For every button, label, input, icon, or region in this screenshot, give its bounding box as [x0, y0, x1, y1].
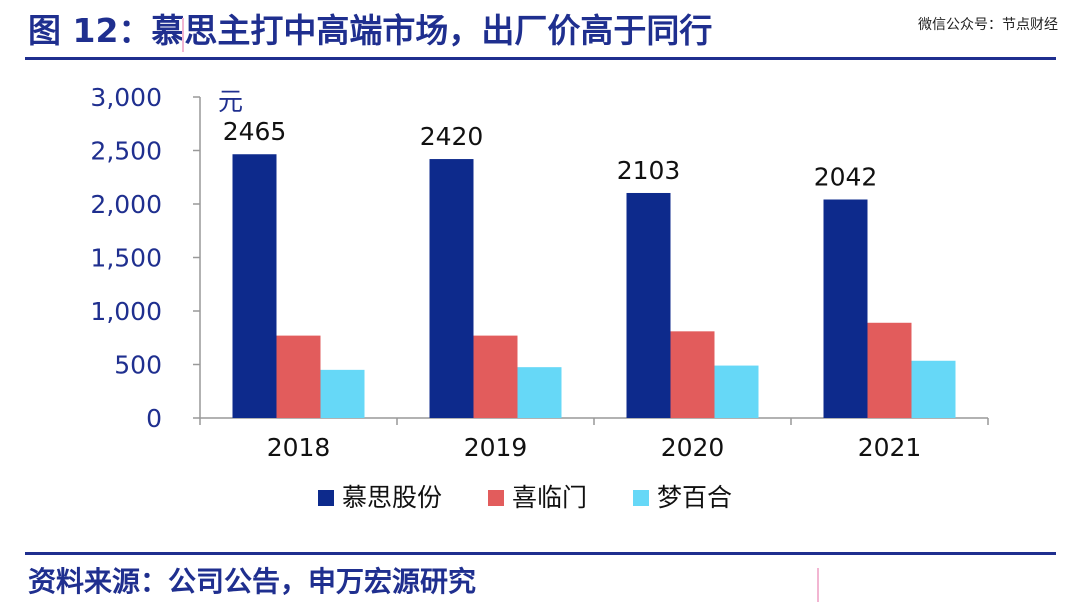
y-tick-label: 1,000: [90, 297, 162, 326]
data-label: 2465: [223, 117, 287, 146]
x-tick-label: 2020: [661, 433, 725, 462]
y-tick-label: 2,000: [90, 190, 162, 219]
y-tick-label: 0: [146, 404, 162, 433]
bar-慕思股份-2021: [823, 199, 868, 418]
data-label: 2042: [814, 163, 878, 192]
y-tick-label: 1,500: [90, 244, 162, 273]
footer-divider: [25, 552, 1056, 555]
bar-梦百合-2021: [911, 360, 956, 418]
bar-喜临门-2021: [867, 322, 912, 418]
watermark: 微信公众号：节点财经: [918, 17, 1058, 33]
figure-number: 图 12：: [28, 11, 152, 50]
edit-cursor-mark: [182, 18, 184, 52]
y-tick-label: 2,500: [90, 137, 162, 166]
bar-慕思股份-2019: [429, 159, 474, 418]
source-note: 资料来源：公司公告，申万宏源研究: [28, 565, 477, 598]
bar-喜临门-2020: [670, 331, 715, 418]
legend-swatch: [488, 490, 504, 506]
data-label: 2103: [617, 156, 681, 185]
title-divider: [25, 57, 1056, 60]
y-tick-label: 3,000: [90, 83, 162, 112]
x-tick-label: 2018: [267, 433, 331, 462]
data-label: 2420: [420, 122, 484, 151]
bar-慕思股份-2018: [232, 154, 277, 418]
legend-label: 慕思股份: [342, 483, 442, 512]
bar-喜临门-2018: [276, 335, 321, 418]
bar-梦百合-2020: [714, 365, 759, 418]
bar-喜临门-2019: [473, 335, 518, 418]
legend-label: 喜临门: [512, 483, 587, 512]
bar-慕思股份-2020: [626, 192, 671, 418]
figure-title-text: 慕思主打中高端市场，出厂价高于同行: [151, 11, 713, 50]
x-tick-label: 2021: [858, 433, 922, 462]
legend-swatch: [318, 490, 334, 506]
edit-cursor-mark-footer: [817, 568, 819, 602]
x-tick-label: 2019: [464, 433, 528, 462]
figure-title: 图 12：慕思主打中高端市场，出厂价高于同行: [28, 8, 712, 54]
bar-梦百合-2019: [517, 367, 562, 418]
legend-label: 梦百合: [657, 483, 732, 512]
legend-swatch: [633, 490, 649, 506]
y-axis-unit: 元: [218, 87, 243, 116]
bar-梦百合-2018: [320, 369, 365, 418]
y-tick-label: 500: [114, 351, 162, 380]
